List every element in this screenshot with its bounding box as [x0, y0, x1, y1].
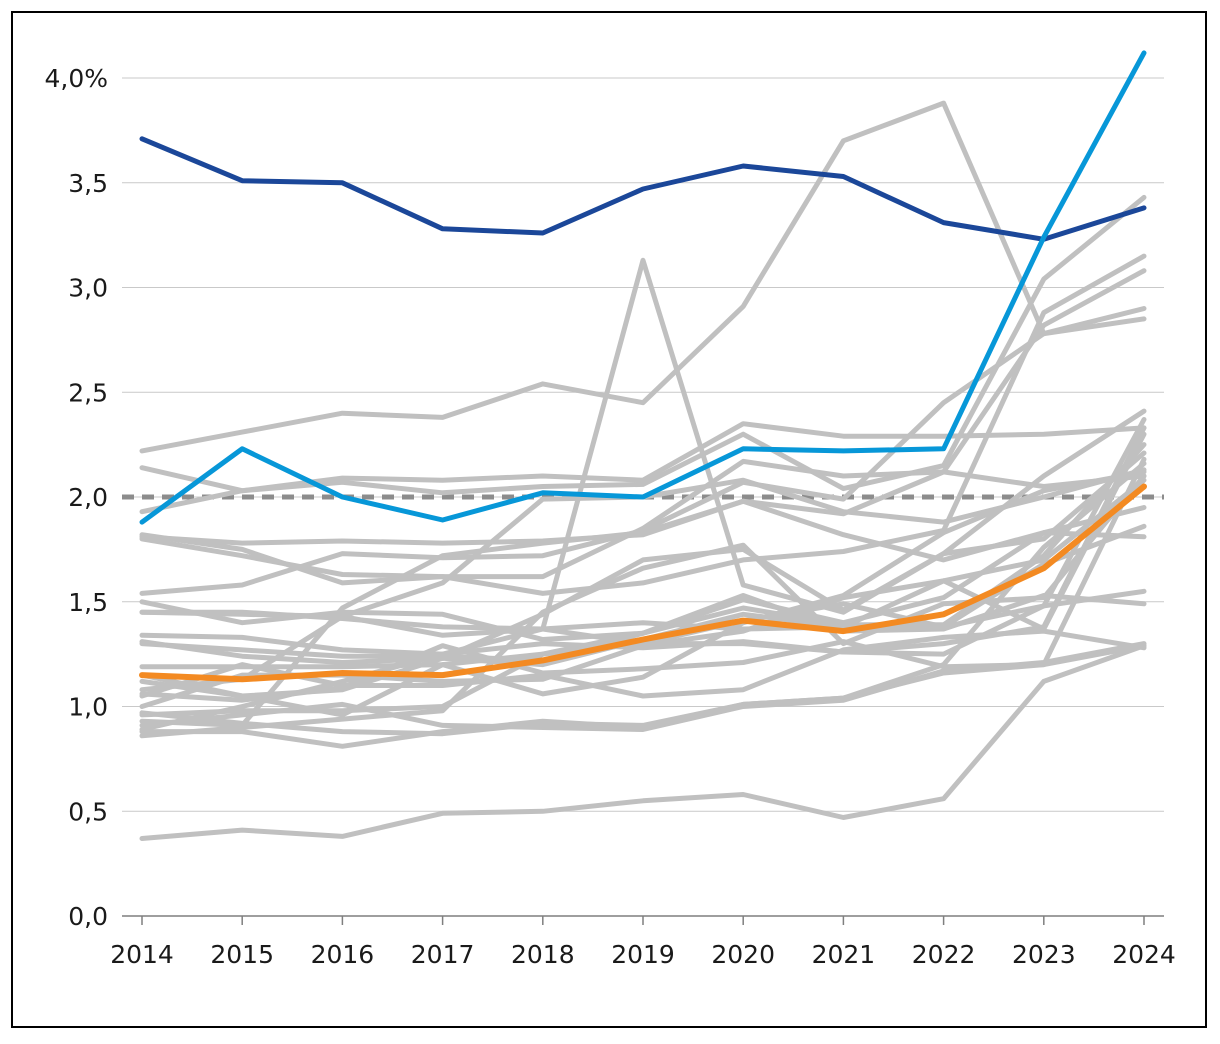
x-tick-label-8: 2022: [912, 940, 976, 969]
y-tick-label-2: 1,0: [68, 693, 108, 722]
background-series-line-16: [139, 498, 1147, 728]
chart-frame: [11, 11, 1207, 1028]
background-series-line-4: [139, 268, 1147, 546]
background-series-line-27: [139, 458, 1147, 580]
y-tick-labels: 0,0 0,5 1,0 1,5 2,0 2,5 3,0 3,5 4,0%: [44, 64, 108, 931]
x-tick-labels: 2014 2015 2016 2017 2018 2019 2020 2021 2022 2023…: [110, 940, 1176, 969]
x-tick-label-10: 2024: [1112, 940, 1176, 969]
x-tick-label-9: 2023: [1012, 940, 1076, 969]
y-tick-label-8: 4,0%: [44, 64, 108, 93]
y-tick-label-5: 2,5: [68, 378, 108, 407]
y-tick-label-0: 0,0: [68, 902, 108, 931]
y-tick-label-6: 3,0: [68, 274, 108, 303]
x-tick-label-2: 2016: [311, 940, 375, 969]
x-tick-label-7: 2021: [812, 940, 876, 969]
x-tick-label-5: 2019: [611, 940, 675, 969]
background-series-line-3: [139, 253, 1147, 596]
x-tick-label-1: 2015: [210, 940, 274, 969]
background-series-line-6: [139, 257, 1147, 638]
y-tick-label-1: 0,5: [68, 797, 108, 826]
background-series-line-23: [139, 628, 1147, 699]
series-line-orange: [139, 483, 1147, 683]
background-series-line-5: [139, 306, 1147, 596]
background-series-line-0: [139, 100, 1147, 454]
background-series-line-21: [139, 588, 1147, 632]
series-line-dark-blue: [139, 136, 1147, 242]
y-tick-label-7: 3,5: [68, 169, 108, 198]
background-series-line-2: [139, 194, 1147, 496]
series-line-light-blue: [139, 50, 1147, 525]
background-series-line-25: [139, 643, 1147, 841]
y-tick-label-4: 2,0: [68, 483, 108, 512]
y-tick-label-3: 1,5: [68, 588, 108, 617]
x-tick-label-0: 2014: [110, 940, 174, 969]
background-series-line-24: [139, 641, 1147, 732]
x-tick-label-4: 2018: [511, 940, 575, 969]
highlight-series-layer: [139, 50, 1147, 683]
background-series-line-17: [139, 467, 1147, 693]
x-tick-label-6: 2020: [711, 940, 775, 969]
axes: [122, 915, 1164, 925]
background-series-line-26: [139, 523, 1147, 732]
x-tick-label-3: 2017: [411, 940, 475, 969]
